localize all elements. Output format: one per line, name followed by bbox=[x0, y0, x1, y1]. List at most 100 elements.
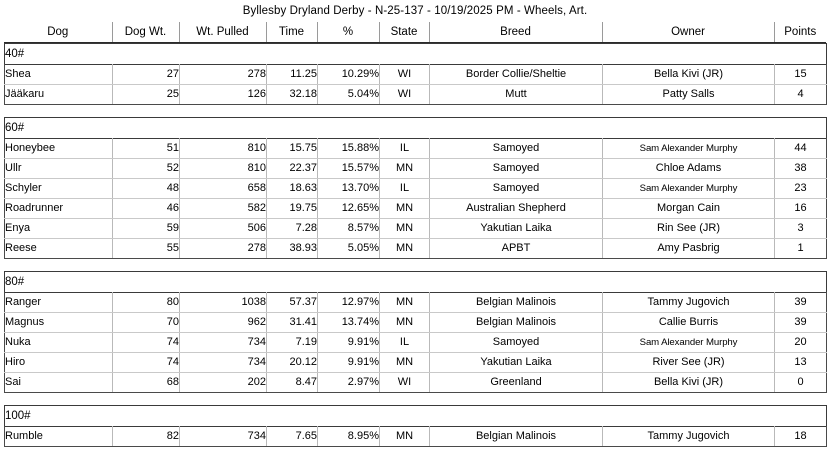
cell-dog: Enya bbox=[4, 218, 113, 239]
section-80-wrap: 80# Ranger 80 1038 57.37 12.97% MN Belgian Mali… bbox=[4, 271, 828, 393]
cell-pulled: 734 bbox=[179, 352, 267, 373]
cell-dogwt: 48 bbox=[112, 178, 180, 199]
header-table-wrap: Dog Dog Wt. Wt. Pulled Time % State Bree… bbox=[4, 22, 826, 43]
section-table: 100# Rumble 82 734 7.65 8.95% MN Belgian Malino… bbox=[4, 405, 828, 447]
cell-time: 7.65 bbox=[266, 426, 318, 447]
section-gap bbox=[4, 259, 826, 271]
cell-pulled: 734 bbox=[179, 332, 267, 353]
cell-dogwt: 80 bbox=[112, 292, 180, 313]
table-row[interactable]: Roadrunner 46 582 19.75 12.65% MN Australian S… bbox=[4, 198, 828, 219]
column-header-breed: Breed bbox=[429, 22, 603, 43]
cell-owner: Sam Alexander Murphy bbox=[602, 178, 775, 199]
cell-points: 0 bbox=[774, 372, 828, 393]
table-row[interactable]: Ranger 80 1038 57.37 12.97% MN Belgian Malinoi… bbox=[4, 292, 828, 313]
cell-time: 31.41 bbox=[266, 312, 318, 333]
table-row[interactable]: Sai 68 202 8.47 2.97% WI Greenland Bella Kivi (… bbox=[4, 372, 828, 393]
table-row[interactable]: Shea 27 278 11.25 10.29% WI Border Collie/Shel… bbox=[4, 64, 828, 85]
cell-breed: Yakutian Laika bbox=[429, 218, 603, 239]
cell-points: 15 bbox=[774, 64, 828, 85]
cell-dog: Schyler bbox=[4, 178, 113, 199]
table-row[interactable]: Honeybee 51 810 15.75 15.88% IL Samoyed Sam Ale… bbox=[4, 138, 828, 159]
cell-owner: Sam Alexander Murphy bbox=[602, 138, 775, 159]
cell-pulled: 278 bbox=[179, 64, 267, 85]
cell-dogwt: 55 bbox=[112, 238, 180, 259]
table-row[interactable]: Magnus 70 962 31.41 13.74% MN Belgian Malinois… bbox=[4, 312, 828, 333]
cell-pulled: 658 bbox=[179, 178, 267, 199]
cell-points: 44 bbox=[774, 138, 828, 159]
cell-owner: Bella Kivi (JR) bbox=[602, 372, 775, 393]
table-row[interactable]: Schyler 48 658 18.63 13.70% IL Samoyed Sam Alex… bbox=[4, 178, 828, 199]
cell-state: WI bbox=[379, 64, 430, 85]
page-title: Byllesby Dryland Derby - N-25-137 - 10/1… bbox=[242, 5, 588, 17]
cell-state: WI bbox=[379, 84, 430, 105]
cell-dogwt: 51 bbox=[112, 138, 180, 159]
cell-points: 39 bbox=[774, 292, 828, 313]
cell-pct: 13.70% bbox=[317, 178, 380, 199]
cell-dogwt: 82 bbox=[112, 426, 180, 447]
section-gap bbox=[4, 105, 826, 117]
cell-time: 7.28 bbox=[266, 218, 318, 239]
cell-dogwt: 52 bbox=[112, 158, 180, 179]
cell-pulled: 278 bbox=[179, 238, 267, 259]
table-row[interactable]: Jääkaru 25 126 32.18 5.04% WI Mutt Patty Salls 4 bbox=[4, 84, 828, 105]
cell-time: 11.25 bbox=[266, 64, 318, 85]
section-40-wrap: 40# Shea 27 278 11.25 10.29% WI Border Collie/S… bbox=[4, 43, 828, 105]
cell-state: MN bbox=[379, 352, 430, 373]
cell-state: MN bbox=[379, 426, 430, 447]
cell-points: 20 bbox=[774, 332, 828, 353]
cell-points: 4 bbox=[774, 84, 828, 105]
cell-pulled: 1038 bbox=[179, 292, 267, 313]
cell-time: 7.19 bbox=[266, 332, 318, 353]
cell-dogwt: 74 bbox=[112, 332, 180, 353]
table-header-row: Dog Dog Wt. Wt. Pulled Time % State Bree… bbox=[4, 22, 826, 43]
cell-pct: 13.74% bbox=[317, 312, 380, 333]
cell-pulled: 810 bbox=[179, 158, 267, 179]
table-row[interactable]: Nuka 74 734 7.19 9.91% IL Samoyed Sam Alexander… bbox=[4, 332, 828, 353]
section-100-wrap: 100# Rumble 82 734 7.65 8.95% MN Belgian Malino… bbox=[4, 405, 828, 447]
cell-dog: Shea bbox=[4, 64, 113, 85]
cell-owner: Tammy Jugovich bbox=[602, 292, 775, 313]
section-header-row: 80# bbox=[4, 271, 827, 292]
cell-breed: Samoyed bbox=[429, 138, 603, 159]
table-row[interactable]: Ullr 52 810 22.37 15.57% MN Samoyed Chloe Adams… bbox=[4, 158, 828, 179]
cell-state: IL bbox=[379, 332, 430, 353]
cell-owner: Callie Burris bbox=[602, 312, 775, 333]
cell-points: 3 bbox=[774, 218, 828, 239]
cell-time: 18.63 bbox=[266, 178, 318, 199]
section-table: 80# Ranger 80 1038 57.37 12.97% MN Belgian Mali… bbox=[4, 271, 828, 393]
cell-pct: 2.97% bbox=[317, 372, 380, 393]
section-table: 60# Honeybee 51 810 15.75 15.88% IL Samoyed Sam … bbox=[4, 117, 828, 259]
cell-state: MN bbox=[379, 218, 430, 239]
cell-pulled: 734 bbox=[179, 426, 267, 447]
cell-pct: 15.57% bbox=[317, 158, 380, 179]
cell-time: 38.93 bbox=[266, 238, 318, 259]
cell-state: MN bbox=[379, 292, 430, 313]
table-row[interactable]: Rumble 82 734 7.65 8.95% MN Belgian Malinois Ta… bbox=[4, 426, 828, 447]
cell-dog: Sai bbox=[4, 372, 113, 393]
table-row[interactable]: Enya 59 506 7.28 8.57% MN Yakutian Laika Rin Se… bbox=[4, 218, 828, 239]
cell-breed: APBT bbox=[429, 238, 603, 259]
cell-owner: Patty Salls bbox=[602, 84, 775, 105]
cell-pct: 5.05% bbox=[317, 238, 380, 259]
cell-time: 19.75 bbox=[266, 198, 318, 219]
cell-points: 38 bbox=[774, 158, 828, 179]
cell-pct: 5.04% bbox=[317, 84, 380, 105]
column-header-points: Points bbox=[774, 22, 826, 43]
cell-state: WI bbox=[379, 372, 430, 393]
cell-points: 23 bbox=[774, 178, 828, 199]
cell-time: 8.47 bbox=[266, 372, 318, 393]
cell-breed: Belgian Malinois bbox=[429, 426, 603, 447]
cell-pct: 9.91% bbox=[317, 352, 380, 373]
cell-state: IL bbox=[379, 138, 430, 159]
cell-pct: 15.88% bbox=[317, 138, 380, 159]
cell-pulled: 506 bbox=[179, 218, 267, 239]
cell-pct: 8.95% bbox=[317, 426, 380, 447]
section-label: 80# bbox=[5, 275, 25, 288]
table-row[interactable]: Reese 55 278 38.93 5.05% MN APBT Amy Pasbrig 1 bbox=[4, 238, 828, 259]
cell-breed: Belgian Malinois bbox=[429, 292, 603, 313]
cell-owner: Sam Alexander Murphy bbox=[602, 332, 775, 353]
cell-points: 16 bbox=[774, 198, 828, 219]
cell-owner: Amy Pasbrig bbox=[602, 238, 775, 259]
cell-dog: Reese bbox=[4, 238, 113, 259]
table-row[interactable]: Hiro 74 734 20.12 9.91% MN Yakutian Laika River… bbox=[4, 352, 828, 373]
